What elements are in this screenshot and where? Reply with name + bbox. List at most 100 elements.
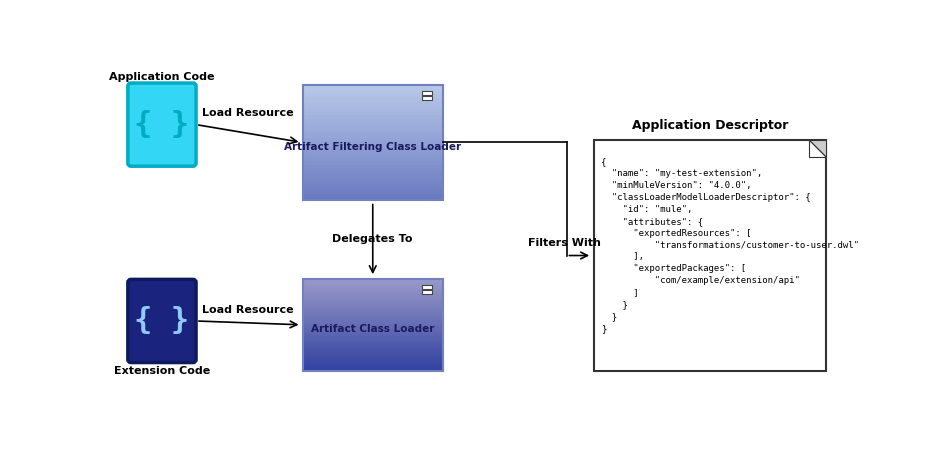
Bar bbox=[303, 301, 443, 303]
Bar bbox=[303, 140, 443, 143]
Bar bbox=[303, 186, 443, 189]
Bar bbox=[303, 291, 443, 294]
Bar bbox=[303, 198, 443, 201]
Bar bbox=[303, 351, 443, 353]
Bar bbox=[303, 87, 443, 89]
Bar bbox=[303, 343, 443, 346]
Bar bbox=[303, 147, 443, 150]
Bar bbox=[303, 345, 443, 348]
Text: Load Resource: Load Resource bbox=[202, 108, 294, 118]
Bar bbox=[303, 149, 443, 152]
Bar bbox=[303, 165, 443, 168]
Bar bbox=[303, 366, 443, 368]
Bar bbox=[303, 161, 443, 164]
Bar bbox=[303, 310, 443, 312]
Text: "classLoaderModelLoaderDescriptor": {: "classLoaderModelLoaderDescriptor": { bbox=[601, 193, 811, 202]
Text: "transformations/customer-to-user.dwl": "transformations/customer-to-user.dwl" bbox=[601, 241, 859, 249]
Bar bbox=[303, 338, 443, 340]
Bar bbox=[303, 280, 443, 283]
Text: Delegates To: Delegates To bbox=[332, 234, 413, 244]
Bar bbox=[303, 295, 443, 297]
Bar bbox=[303, 334, 443, 336]
Bar bbox=[303, 129, 443, 131]
Bar bbox=[303, 179, 443, 182]
Bar bbox=[303, 119, 443, 122]
Bar bbox=[303, 323, 443, 325]
Bar bbox=[303, 117, 443, 119]
Bar bbox=[303, 332, 443, 334]
Bar bbox=[303, 168, 443, 171]
Bar bbox=[303, 184, 443, 187]
Bar bbox=[303, 288, 443, 290]
Text: "exportedResources": [: "exportedResources": [ bbox=[601, 229, 752, 237]
Bar bbox=[303, 94, 443, 96]
Bar bbox=[303, 331, 443, 332]
Bar bbox=[303, 170, 443, 173]
Text: "attributes": {: "attributes": { bbox=[601, 217, 704, 225]
Bar bbox=[303, 136, 443, 138]
Bar bbox=[303, 131, 443, 134]
Text: "minMuleVersion": "4.0.0",: "minMuleVersion": "4.0.0", bbox=[601, 181, 752, 190]
Bar bbox=[303, 355, 443, 357]
Bar bbox=[303, 152, 443, 154]
Bar bbox=[303, 124, 443, 127]
Bar bbox=[303, 319, 443, 321]
Text: Application Code: Application Code bbox=[110, 71, 214, 82]
Bar bbox=[303, 191, 443, 194]
Bar bbox=[303, 329, 443, 331]
Polygon shape bbox=[809, 140, 826, 157]
Text: Filters With: Filters With bbox=[528, 238, 601, 248]
Bar bbox=[303, 336, 443, 338]
Bar bbox=[422, 285, 431, 289]
Bar bbox=[303, 84, 443, 87]
Polygon shape bbox=[809, 140, 826, 157]
Bar bbox=[303, 293, 443, 296]
Bar bbox=[303, 367, 443, 370]
Bar bbox=[303, 316, 443, 318]
Bar bbox=[303, 145, 443, 148]
Bar bbox=[303, 307, 443, 308]
Bar bbox=[303, 297, 443, 299]
Text: "com/example/extension/api": "com/example/extension/api" bbox=[601, 276, 800, 285]
Bar bbox=[303, 195, 443, 198]
Bar bbox=[303, 284, 443, 286]
Text: ],: ], bbox=[601, 253, 644, 261]
Bar bbox=[303, 110, 443, 112]
Bar bbox=[303, 126, 443, 129]
Bar bbox=[303, 103, 443, 106]
Text: Artifact Filtering Class Loader: Artifact Filtering Class Loader bbox=[285, 142, 461, 152]
Bar bbox=[303, 321, 443, 323]
Bar bbox=[303, 133, 443, 136]
Text: "id": "mule",: "id": "mule", bbox=[601, 205, 693, 214]
Bar bbox=[303, 299, 443, 301]
Bar bbox=[303, 325, 443, 327]
Bar bbox=[303, 360, 443, 362]
Bar bbox=[303, 302, 443, 305]
Bar bbox=[303, 138, 443, 141]
Bar bbox=[593, 140, 826, 371]
Bar bbox=[303, 84, 443, 200]
Bar bbox=[303, 172, 443, 175]
Bar bbox=[303, 175, 443, 177]
Bar bbox=[303, 96, 443, 99]
Bar bbox=[303, 177, 443, 180]
Text: }: } bbox=[601, 300, 628, 309]
Bar bbox=[303, 347, 443, 349]
Text: Application Descriptor: Application Descriptor bbox=[632, 119, 788, 132]
Text: ]: ] bbox=[601, 288, 639, 297]
Bar bbox=[422, 91, 431, 95]
Bar bbox=[303, 308, 443, 310]
Bar bbox=[303, 92, 443, 94]
Bar bbox=[303, 286, 443, 288]
Text: {: { bbox=[601, 157, 607, 166]
Bar bbox=[303, 290, 443, 292]
Bar bbox=[303, 106, 443, 108]
Bar bbox=[303, 122, 443, 124]
Text: { }: { } bbox=[135, 307, 189, 336]
Bar bbox=[303, 282, 443, 284]
Text: "exportedPackages": [: "exportedPackages": [ bbox=[601, 264, 747, 273]
Bar bbox=[303, 163, 443, 166]
Bar bbox=[422, 96, 431, 100]
Bar bbox=[303, 349, 443, 351]
Bar bbox=[303, 314, 443, 316]
